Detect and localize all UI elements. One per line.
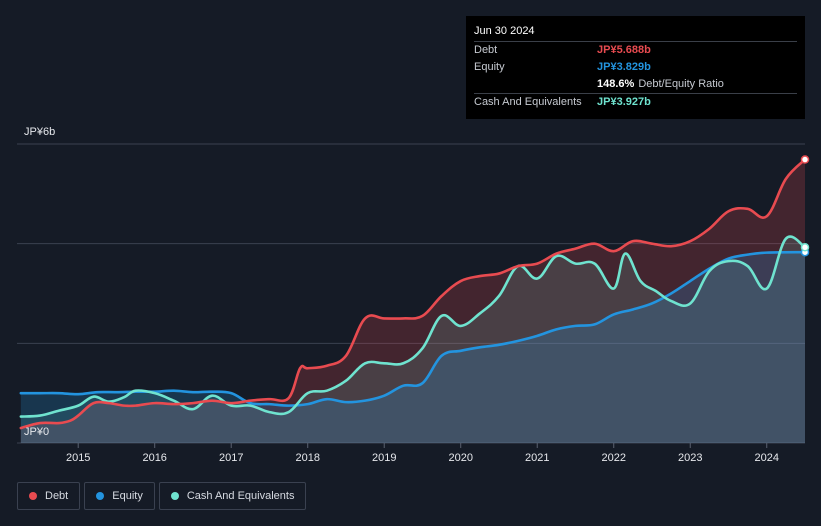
tooltip-debt-value: JP¥5.688b <box>597 44 651 56</box>
tooltip-equity-row: Equity JP¥3.829b <box>474 59 797 76</box>
legend-dot-cash <box>170 492 179 500</box>
legend-label-debt: Debt <box>45 490 69 502</box>
legend-dot-debt <box>29 492 37 500</box>
tooltip-equity-label: Equity <box>474 61 505 73</box>
marker-debt <box>800 155 810 164</box>
legend-label-cash: Cash And Equivalents <box>186 490 295 502</box>
tooltip-ratio-label: Debt/Equity Ratio <box>638 78 724 90</box>
area-debt <box>20 159 805 443</box>
x-tick-label: 2016 <box>142 452 166 464</box>
legend-item-cash[interactable]: Cash And Equivalents <box>158 482 307 510</box>
x-tick-label: 2020 <box>448 452 472 464</box>
area-equity <box>20 252 805 443</box>
tooltip-cash-row: Cash And Equivalents JP¥3.927b <box>474 93 797 111</box>
legend-dot-equity <box>96 492 105 500</box>
x-tick-label: 2023 <box>678 452 702 464</box>
tooltip-debt-row: Debt JP¥5.688b <box>474 41 797 59</box>
tooltip-cash-label: Cash And Equivalents <box>474 96 582 108</box>
legend-item-debt[interactable]: Debt <box>17 482 81 510</box>
tooltip-date: Jun 30 2024 <box>474 25 535 37</box>
tooltip-ratio-value: 148.6% <box>597 78 635 90</box>
legend-label-equity: Equity <box>112 490 143 502</box>
area-cash-and-equivalents <box>20 236 805 443</box>
x-tick-label: 2021 <box>525 452 549 464</box>
gridlines <box>17 143 805 444</box>
tooltip-equity-value: JP¥3.829b <box>597 61 651 73</box>
y-axis-top-label: JP¥6b <box>24 126 55 138</box>
tooltip-ratio-row: 148.6% Debt/Equity Ratio <box>474 76 797 93</box>
tooltip-panel: Jun 30 2024 Debt JP¥5.688b Equity JP¥3.8… <box>466 16 805 119</box>
legend: Debt Equity Cash And Equivalents <box>17 482 310 510</box>
series-end-markers <box>800 155 810 257</box>
tooltip-cash-value: JP¥3.927b <box>597 96 651 108</box>
x-axis: 2015 2016 2017 2018 2019 2020 2021 2022 2023 2024 <box>66 443 779 464</box>
series-lines <box>19 158 807 430</box>
marker-cash-and-equivalents <box>800 243 810 252</box>
line-debt <box>19 158 807 430</box>
x-tick-label: 2022 <box>601 452 625 464</box>
tooltip-debt-label: Debt <box>474 44 498 56</box>
legend-item-equity[interactable]: Equity <box>84 482 155 510</box>
x-tick-label: 2017 <box>219 452 243 464</box>
x-tick-label: 2024 <box>755 452 779 464</box>
line-cash-and-equivalents <box>19 235 807 418</box>
y-axis-bottom-label: JP¥0 <box>24 426 49 438</box>
x-tick-label: 2019 <box>372 452 396 464</box>
x-tick-label: 2015 <box>66 452 90 464</box>
x-tick-label: 2018 <box>295 452 319 464</box>
series-areas <box>20 159 805 443</box>
